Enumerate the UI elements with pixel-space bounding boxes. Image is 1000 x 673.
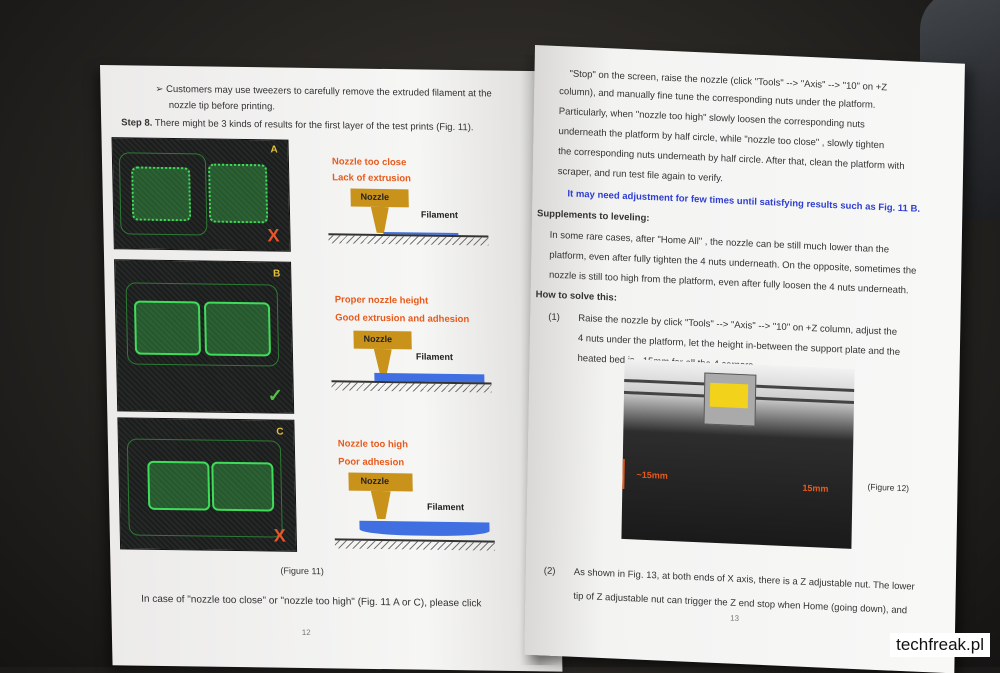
step-2-number: (2) [543,565,556,577]
print-bed-hatch [334,540,495,551]
fail-mark-icon: X [267,225,280,246]
panel-b-title2: Good extrusion and adhesion [335,312,470,326]
photo-panel-b: B ✓ [114,259,295,414]
filament-label: Filament [415,351,454,362]
supplements-heading: Supplements to leveling: [536,208,650,225]
step-label: Step 8. [121,117,153,129]
bottom-text: In case of "nozzle too close" or "nozzle… [141,593,482,610]
filament-layer [359,520,490,537]
print-shape [133,300,202,356]
text-line: scraper, and run test file again to veri… [557,166,723,185]
left-page: ➢ Customers may use tweezers to carefull… [100,65,563,672]
photo-panel-a: A X [111,137,291,252]
step-text: There might be 3 kinds of results for th… [154,117,474,134]
nozzle-label: Nozzle [360,191,390,203]
text-line: Particularly, when "nozzle too high" slo… [558,106,865,131]
panel-a-title1: Nozzle too close [331,156,407,169]
nozzle-tip [371,207,390,233]
step-2-line: tip of Z adjustable nut can trigger the … [573,590,908,617]
check-mark-icon: ✓ [267,385,284,406]
bullet-line-cont: nozzle tip before printing. [168,99,276,113]
bullet-line: ➢ Customers may use tweezers to carefull… [155,83,492,100]
panel-letter: B [272,268,281,280]
panel-b-title1: Proper nozzle height [334,294,429,307]
step-2-line: As shown in Fig. 13, at both ends of X a… [573,566,915,593]
panel-c-title1: Nozzle too high [337,438,409,451]
print-shape [131,166,192,222]
printer-photo: ~15mm 15mm [621,358,855,549]
dimension-left: ~15mm [636,469,668,481]
watermark: techfreak.pl [890,633,990,657]
nozzle-label: Nozzle [363,333,393,345]
step-1-number: (1) [548,311,560,324]
dimension-right: 15mm [802,482,829,494]
photo-panel-c: C X [117,417,298,552]
filament-label: Filament [426,501,465,513]
page-number: 12 [301,627,311,638]
print-bed-hatch [328,235,489,246]
figure-11-caption: (Figure 11) [280,565,324,577]
page-number: 13 [730,613,740,623]
how-heading: How to solve this: [535,289,618,304]
right-page: "Stop" on the screen, raise the nozzle (… [524,45,965,673]
nozzle-label: Nozzle [360,475,390,487]
panel-letter: A [270,144,278,156]
print-bed-hatch [331,382,492,393]
panel-letter: C [276,426,284,438]
fail-mark-icon: X [273,525,286,546]
print-shape [211,461,275,512]
open-booklet: ➢ Customers may use tweezers to carefull… [95,45,975,673]
figure-12-caption: (Figure 12) [867,481,910,494]
print-shape [208,163,269,224]
print-shape [147,460,211,511]
panel-a-title2: Lack of extrusion [332,172,412,185]
print-shape [203,301,272,357]
nozzle-tip [374,349,392,373]
panel-c-title2: Poor adhesion [338,456,405,469]
nozzle-tip [371,491,392,519]
filament-label: Filament [420,209,459,221]
